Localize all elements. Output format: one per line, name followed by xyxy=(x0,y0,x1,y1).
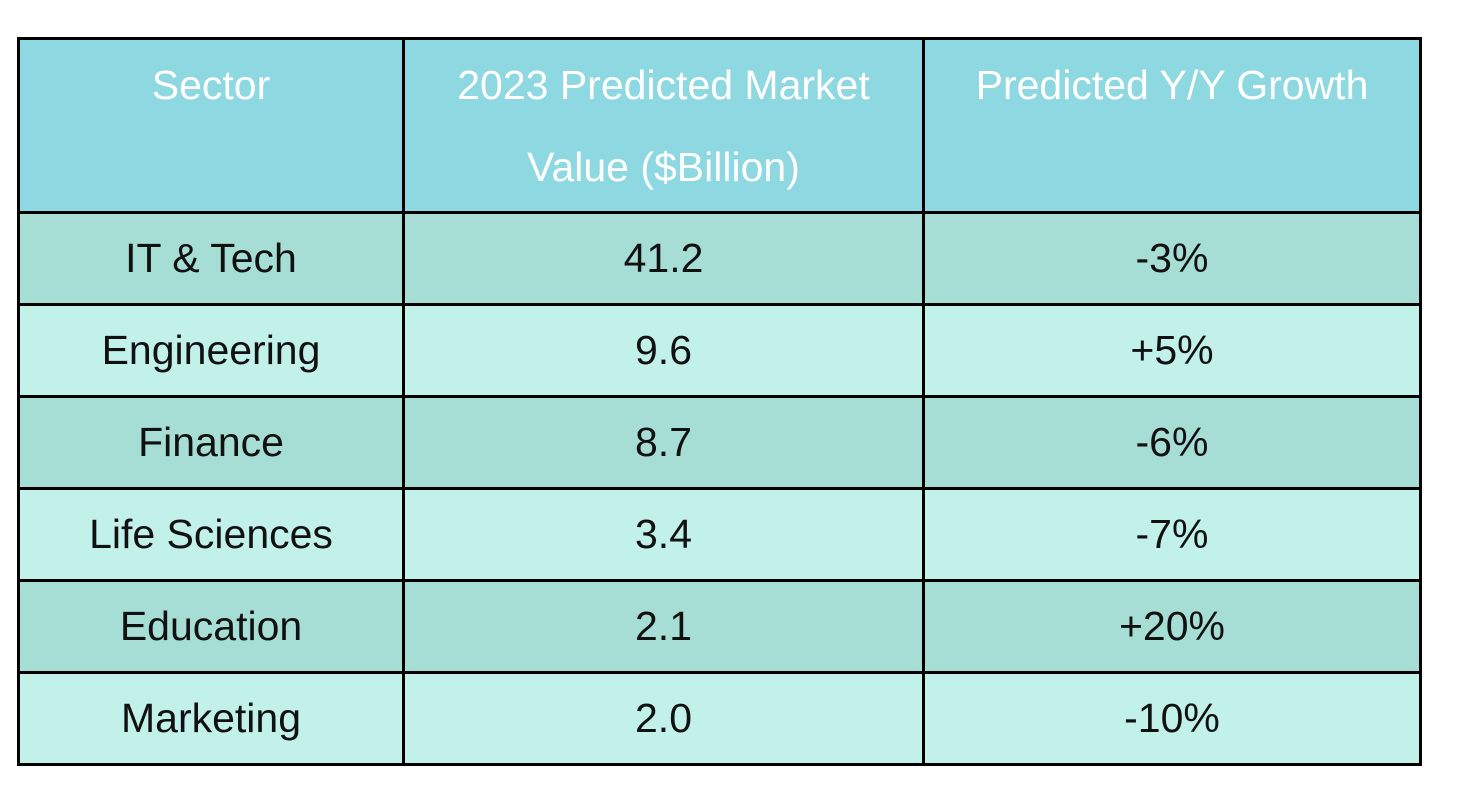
cell-sector: IT & Tech xyxy=(17,211,405,306)
cell-sector: Engineering xyxy=(17,303,405,398)
cell-growth: -10% xyxy=(922,671,1422,766)
table-row: Finance 8.7 -6% xyxy=(17,395,1422,490)
cell-market-value: 41.2 xyxy=(402,211,925,306)
cell-growth: +5% xyxy=(922,303,1422,398)
column-header-growth: Predicted Y/Y Growth xyxy=(922,37,1422,214)
cell-growth: -7% xyxy=(922,487,1422,582)
cell-market-value: 9.6 xyxy=(402,303,925,398)
cell-growth: +20% xyxy=(922,579,1422,674)
cell-growth: -6% xyxy=(922,395,1422,490)
cell-market-value: 8.7 xyxy=(402,395,925,490)
table-header: Sector 2023 Predicted Market Value ($Bil… xyxy=(17,37,1422,214)
column-header-market-value: 2023 Predicted Market Value ($Billion) xyxy=(402,37,925,214)
table-row: IT & Tech 41.2 -3% xyxy=(17,211,1422,306)
cell-growth: -3% xyxy=(922,211,1422,306)
cell-market-value: 2.0 xyxy=(402,671,925,766)
table-body: IT & Tech 41.2 -3% Engineering 9.6 +5% F… xyxy=(17,211,1422,766)
cell-sector: Education xyxy=(17,579,405,674)
cell-sector: Life Sciences xyxy=(17,487,405,582)
table-row: Education 2.1 +20% xyxy=(17,579,1422,674)
cell-sector: Finance xyxy=(17,395,405,490)
table-row: Engineering 9.6 +5% xyxy=(17,303,1422,398)
cell-market-value: 2.1 xyxy=(402,579,925,674)
cell-sector: Marketing xyxy=(17,671,405,766)
cell-market-value: 3.4 xyxy=(402,487,925,582)
header-row: Sector 2023 Predicted Market Value ($Bil… xyxy=(17,37,1422,214)
table-row: Life Sciences 3.4 -7% xyxy=(17,487,1422,582)
sector-market-table: Sector 2023 Predicted Market Value ($Bil… xyxy=(17,37,1422,766)
column-header-sector: Sector xyxy=(17,37,405,214)
table-row: Marketing 2.0 -10% xyxy=(17,671,1422,766)
